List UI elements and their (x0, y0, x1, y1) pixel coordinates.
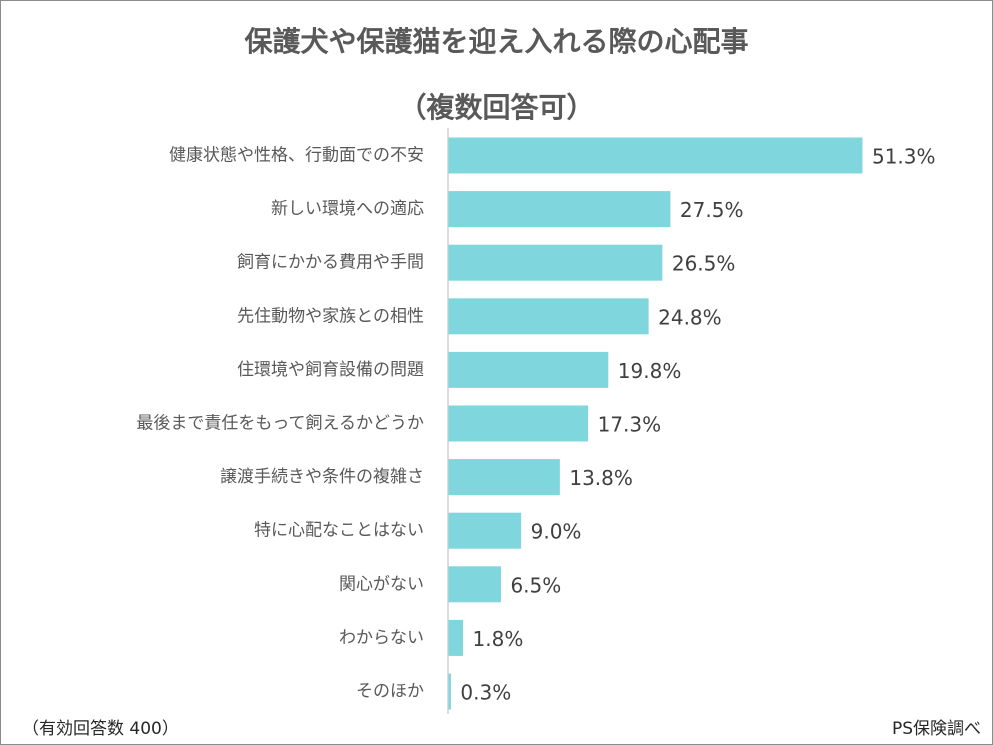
bar (448, 298, 649, 335)
bar (448, 566, 501, 603)
bar (448, 244, 663, 281)
category-label: そのほか (356, 682, 424, 702)
value-label: 27.5% (680, 198, 744, 222)
value-label: 17.3% (598, 413, 662, 437)
value-label: 6.5% (510, 573, 561, 597)
sample-size-note: （有効回答数 400） (22, 719, 179, 739)
category-label: 関心がない (339, 574, 424, 594)
chart-title: 保護犬や保護猫を迎え入れる際の心配事 (244, 25, 749, 58)
category-label: 特に心配なことはない (254, 521, 424, 541)
category-label: 譲渡手続きや条件の複雑さ (220, 467, 424, 487)
value-label: 19.8% (618, 359, 682, 383)
category-label: 飼育にかかる費用や手間 (237, 253, 424, 273)
category-label: 新しい環境への適応 (271, 199, 424, 219)
source-note: PS保険調べ (891, 719, 981, 739)
value-label: 9.0% (531, 520, 582, 544)
category-label: 健康状態や性格、行動面での不安 (169, 146, 424, 166)
category-label: 住環境や飼育設備の問題 (237, 360, 424, 380)
bar (448, 619, 464, 656)
chart-subtitle: （複数回答可） (398, 91, 595, 124)
value-label: 51.3% (872, 145, 936, 169)
bar (448, 405, 589, 442)
bar (448, 191, 671, 228)
value-label: 26.5% (672, 252, 736, 276)
category-label: 最後まで責任をもって飼えるかどうか (136, 414, 424, 434)
bar (448, 459, 560, 496)
value-label: 1.8% (473, 627, 524, 651)
value-label: 13.8% (569, 466, 633, 490)
category-label: 先住動物や家族との相性 (237, 306, 424, 326)
bar (448, 673, 451, 710)
category-label: わからない (339, 628, 424, 648)
value-label: 24.8% (658, 305, 722, 329)
bar (448, 351, 609, 388)
bar (448, 512, 522, 549)
value-label: 0.3% (460, 681, 511, 705)
bar (448, 137, 863, 174)
